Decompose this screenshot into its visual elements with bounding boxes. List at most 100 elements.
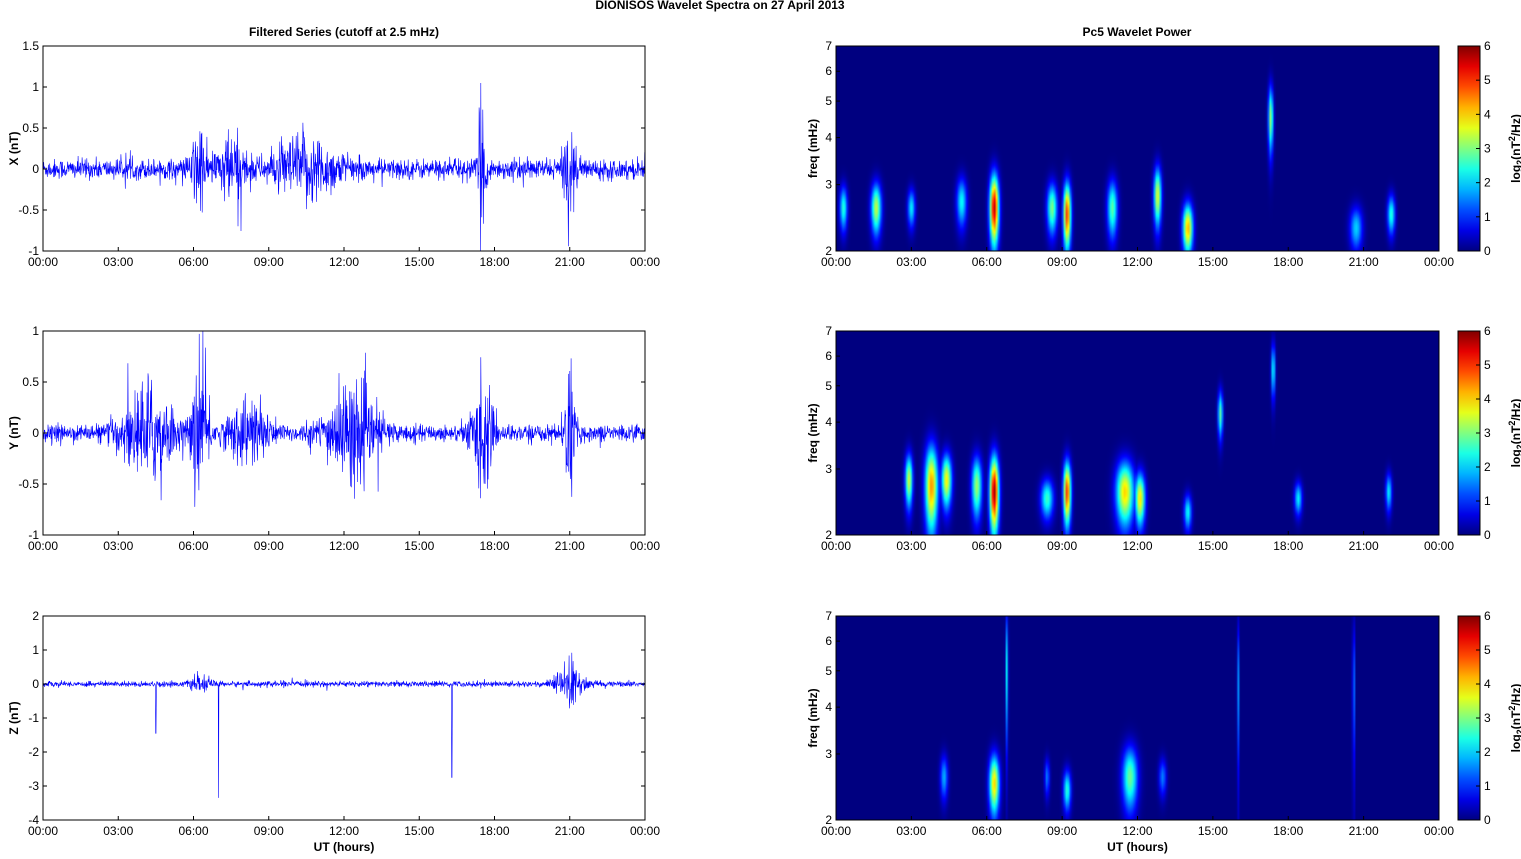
x-tick-label: 12:00 bbox=[1122, 824, 1152, 838]
series-line-z bbox=[42, 652, 646, 798]
x-tick-label: 00:00 bbox=[1424, 824, 1454, 838]
y-tick-label: -3 bbox=[28, 779, 39, 793]
y-tick-label: 2 bbox=[825, 813, 832, 827]
y-tick-label: 2 bbox=[32, 609, 39, 623]
x-tick-label: 21:00 bbox=[555, 824, 585, 838]
x-tick-label: 00:00 bbox=[821, 255, 851, 269]
x-tick-label: 18:00 bbox=[1273, 824, 1303, 838]
x-tick-label: 15:00 bbox=[1198, 539, 1228, 553]
colorbar-label-part: log bbox=[1509, 165, 1521, 183]
x-tick-label: 09:00 bbox=[1047, 255, 1077, 269]
x-tick-label: 09:00 bbox=[1047, 539, 1077, 553]
colorbar-tick-label: 1 bbox=[1484, 779, 1491, 793]
x-tick-label: 00:00 bbox=[28, 255, 58, 269]
y-tick-label: 0 bbox=[32, 426, 39, 440]
x-tick-label: 18:00 bbox=[1273, 539, 1303, 553]
x-tick-label: 03:00 bbox=[103, 539, 133, 553]
wavelet-heatmap bbox=[836, 331, 1439, 535]
x-tick-label: 09:00 bbox=[1047, 824, 1077, 838]
x-tick-label: 15:00 bbox=[404, 539, 434, 553]
y-axis-label: freq (mHz) bbox=[806, 403, 820, 462]
colorbar-tick-label: 0 bbox=[1484, 528, 1491, 542]
x-tick-label: 00:00 bbox=[630, 824, 660, 838]
x-tick-label: 03:00 bbox=[896, 539, 926, 553]
y-axis-label: freq (mHz) bbox=[806, 688, 820, 747]
y-tick-label: 0.5 bbox=[22, 375, 39, 389]
x-tick-label: 21:00 bbox=[555, 539, 585, 553]
x-tick-label: 06:00 bbox=[972, 539, 1002, 553]
y-tick-label: -2 bbox=[28, 745, 39, 759]
colorbar-tick-label: 2 bbox=[1484, 176, 1491, 190]
colorbar-label-part: 2 bbox=[1507, 136, 1517, 141]
y-tick-label: 5 bbox=[825, 379, 832, 393]
colorbar-label-part: (nT bbox=[1509, 710, 1521, 729]
x-tick-label: 12:00 bbox=[329, 539, 359, 553]
series-line-x bbox=[42, 82, 646, 252]
y-tick-label: -4 bbox=[28, 813, 39, 827]
x-tick-label: 18:00 bbox=[479, 539, 509, 553]
x-tick-label: 00:00 bbox=[1424, 539, 1454, 553]
colorbar-label-part: /Hz) bbox=[1509, 114, 1521, 136]
colorbar-tick-label: 2 bbox=[1484, 745, 1491, 759]
colorbar-tick-label: 5 bbox=[1484, 73, 1491, 87]
right-column-title: Pc5 Wavelet Power bbox=[1083, 25, 1192, 39]
colorbar-tick-label: 4 bbox=[1484, 392, 1491, 406]
x-tick-label: 15:00 bbox=[404, 824, 434, 838]
x-tick-label: 00:00 bbox=[1424, 255, 1454, 269]
colorbar-tick-label: 2 bbox=[1484, 460, 1491, 474]
colorbar-label-part: (nT bbox=[1509, 425, 1521, 444]
x-tick-label: 12:00 bbox=[1122, 255, 1152, 269]
colorbar-label: log2(nT2/Hz) bbox=[1507, 114, 1521, 183]
x-tick-label: 00:00 bbox=[28, 824, 58, 838]
colorbar-label-part: log bbox=[1509, 734, 1521, 752]
x-tick-label: 18:00 bbox=[479, 255, 509, 269]
x-axis-label: UT (hours) bbox=[1107, 840, 1168, 854]
x-tick-label: 00:00 bbox=[821, 539, 851, 553]
y-tick-label: -1 bbox=[28, 711, 39, 725]
y-tick-label: 2 bbox=[825, 244, 832, 258]
x-tick-label: 21:00 bbox=[555, 255, 585, 269]
colorbar-tick-label: 3 bbox=[1484, 142, 1491, 156]
x-tick-label: 21:00 bbox=[1349, 255, 1379, 269]
y-tick-label: 1 bbox=[32, 643, 39, 657]
y-tick-label: 4 bbox=[825, 415, 832, 429]
colorbar-tick-label: 4 bbox=[1484, 107, 1491, 121]
colorbar-tick-label: 0 bbox=[1484, 244, 1491, 258]
colorbar-tick-label: 4 bbox=[1484, 677, 1491, 691]
x-tick-label: 15:00 bbox=[1198, 255, 1228, 269]
series-line-y bbox=[42, 330, 646, 507]
colorbar-tick-label: 3 bbox=[1484, 426, 1491, 440]
y-tick-label: 1 bbox=[32, 324, 39, 338]
colorbar-tick-label: 6 bbox=[1484, 609, 1491, 623]
x-tick-label: 00:00 bbox=[630, 255, 660, 269]
y-tick-label: 5 bbox=[825, 664, 832, 678]
colorbar-label: log2(nT2/Hz) bbox=[1507, 399, 1521, 468]
colorbar-label-part: /Hz) bbox=[1509, 684, 1521, 706]
colorbar-tick-label: 5 bbox=[1484, 643, 1491, 657]
y-tick-label: 0.5 bbox=[22, 121, 39, 135]
x-axis-label: UT (hours) bbox=[314, 840, 375, 854]
x-tick-label: 06:00 bbox=[178, 824, 208, 838]
x-tick-label: 00:00 bbox=[821, 824, 851, 838]
x-tick-label: 09:00 bbox=[254, 255, 284, 269]
colorbar-label-part: 2 bbox=[1515, 444, 1521, 449]
panels: -1 -0.5 0 0.5 1 1.5 X (nT) 00:00 03:00 06:00 09:00… bbox=[7, 39, 1521, 854]
colorbar-tick-label: 1 bbox=[1484, 210, 1491, 224]
x-tick-label: 15:00 bbox=[1198, 824, 1228, 838]
colorbar-tick-label: 3 bbox=[1484, 711, 1491, 725]
x-tick-label: 03:00 bbox=[896, 824, 926, 838]
colorbar-label-part: 2 bbox=[1507, 421, 1517, 426]
y-tick-label: 7 bbox=[825, 39, 832, 53]
colorbar-label-part: (nT bbox=[1509, 141, 1521, 160]
x-tick-label: 03:00 bbox=[103, 255, 133, 269]
colorbar-tick-label: 1 bbox=[1484, 494, 1491, 508]
y-tick-label: 3 bbox=[825, 747, 832, 761]
left-column-title: Filtered Series (cutoff at 2.5 mHz) bbox=[249, 25, 439, 39]
y-tick-label: 1 bbox=[32, 80, 39, 94]
plot-area bbox=[43, 46, 645, 251]
y-tick-label: 3 bbox=[825, 462, 832, 476]
colorbar-label: log2(nT2/Hz) bbox=[1507, 684, 1521, 753]
x-tick-label: 15:00 bbox=[404, 255, 434, 269]
colorbar-label-part: /Hz) bbox=[1509, 399, 1521, 421]
colorbar-tick-label: 6 bbox=[1484, 324, 1491, 338]
